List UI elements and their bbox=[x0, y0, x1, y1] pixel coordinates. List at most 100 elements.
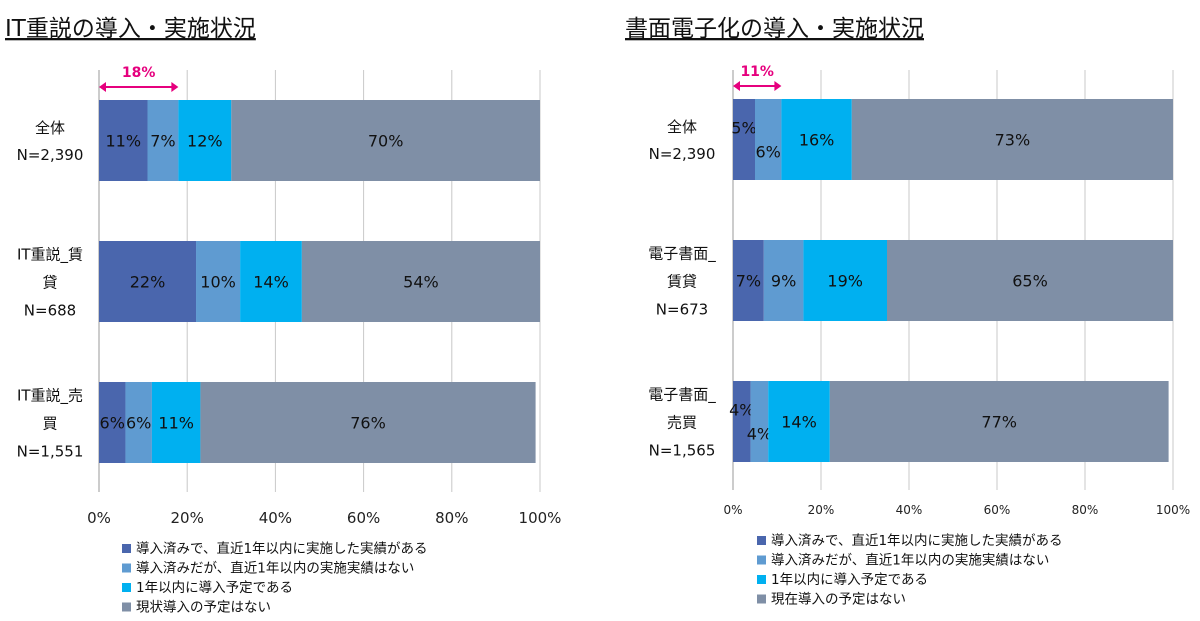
legend-label: 導入済みで、直近1年以内に実施した実績がある bbox=[136, 541, 428, 557]
x-tick-label: 40% bbox=[259, 509, 292, 527]
legend-swatch bbox=[122, 544, 131, 553]
bar-segment bbox=[763, 240, 804, 321]
x-tick-label: 40% bbox=[896, 503, 923, 517]
data-label: 14% bbox=[253, 273, 289, 292]
legend-label: 1年以内に導入予定である bbox=[771, 572, 928, 588]
x-tick-label: 60% bbox=[347, 509, 380, 527]
bar-segment bbox=[750, 381, 769, 462]
chart-title: 書面電子化の導入・実施状況 bbox=[625, 16, 924, 42]
bar-segment bbox=[829, 381, 1169, 462]
x-tick-label: 60% bbox=[984, 503, 1011, 517]
bar-segment bbox=[781, 99, 852, 180]
data-label: 54% bbox=[403, 273, 439, 292]
data-label: 11% bbox=[105, 132, 141, 151]
bar-segment bbox=[803, 240, 887, 321]
data-label: 4% bbox=[747, 425, 772, 444]
bar-segment bbox=[147, 100, 179, 181]
category-label: 電子書面_ bbox=[648, 386, 716, 405]
bar-segment bbox=[99, 100, 148, 181]
x-tick-label: 0% bbox=[87, 509, 111, 527]
legend-label: 1年以内に導入予定である bbox=[136, 580, 293, 596]
data-label: 6% bbox=[126, 414, 151, 433]
data-label: 5% bbox=[731, 119, 756, 138]
category-label: 貸 bbox=[42, 274, 57, 292]
data-label: 7% bbox=[736, 272, 761, 291]
chart-2: 書面電子化の導入・実施状況 0% 20% 40% 60% 80% 100% 5%6% 16% 73… bbox=[625, 16, 1190, 608]
data-label: 4% bbox=[729, 401, 754, 420]
bar-segment bbox=[99, 241, 197, 322]
legend-swatch bbox=[757, 575, 766, 584]
bar-segment bbox=[125, 382, 152, 463]
chart-title: IT重説の導入・実施状況 bbox=[5, 16, 256, 42]
x-tick-label: 20% bbox=[808, 503, 835, 517]
legend-swatch bbox=[757, 536, 766, 545]
category-label: 全体 bbox=[667, 118, 697, 136]
data-label: 19% bbox=[827, 272, 863, 291]
bar-segment bbox=[887, 240, 1173, 321]
legend-label: 現在導入の予定はない bbox=[771, 592, 906, 608]
legend-label: 現状導入の予定はない bbox=[136, 600, 271, 616]
x-tick-label: 20% bbox=[171, 509, 204, 527]
arrow-left-icon bbox=[733, 81, 740, 91]
annotation-label: 18% bbox=[122, 65, 156, 81]
arrow-right-icon bbox=[774, 81, 782, 91]
bar-segment bbox=[200, 382, 536, 463]
legend-label: 導入済みで、直近1年以内に実施した実績がある bbox=[771, 533, 1063, 549]
category-label: 売買 bbox=[667, 414, 697, 432]
legend-swatch bbox=[757, 594, 766, 604]
category-label: 全体 bbox=[35, 119, 65, 137]
arrow-left-icon bbox=[99, 82, 106, 92]
data-label: 12% bbox=[187, 132, 223, 151]
category-label: IT重説_賃 bbox=[17, 246, 83, 265]
bar-segment bbox=[231, 100, 541, 181]
category-label: N=2,390 bbox=[649, 145, 716, 163]
data-label: 14% bbox=[781, 413, 817, 432]
data-label: 22% bbox=[130, 273, 166, 292]
bar-segment bbox=[733, 240, 764, 321]
category-label: 電子書面_ bbox=[648, 245, 716, 264]
data-label: 6% bbox=[756, 143, 781, 162]
bar-segment bbox=[733, 99, 755, 180]
bar-segment bbox=[301, 241, 540, 322]
category-label: 買 bbox=[42, 415, 57, 433]
category-label: N=1,565 bbox=[649, 442, 716, 460]
category-label: N=688 bbox=[24, 302, 76, 320]
data-label: 70% bbox=[368, 132, 404, 151]
bar-segment bbox=[196, 241, 241, 322]
x-tick-label: 100% bbox=[519, 509, 562, 527]
legend-swatch bbox=[757, 555, 766, 565]
x-tick-label: 100% bbox=[1156, 503, 1190, 517]
data-label: 16% bbox=[799, 131, 835, 150]
category-label: N=1,551 bbox=[17, 443, 84, 461]
data-label: 77% bbox=[981, 413, 1017, 432]
bar-segment bbox=[755, 99, 782, 180]
legend-swatch bbox=[122, 602, 131, 612]
legend-label: 導入済みだが、直近1年以内の実施実績はない bbox=[136, 561, 414, 577]
arrow-right-icon bbox=[171, 82, 179, 92]
data-label: 65% bbox=[1012, 272, 1048, 291]
x-tick-label: 0% bbox=[723, 503, 742, 517]
category-label: IT重説_売 bbox=[17, 387, 83, 406]
category-label: N=2,390 bbox=[17, 146, 84, 164]
data-label: 11% bbox=[158, 414, 194, 433]
category-label: 賃貸 bbox=[667, 273, 697, 291]
x-tick-label: 80% bbox=[1072, 503, 1099, 517]
bar-segment bbox=[768, 381, 830, 462]
legend-label: 導入済みだが、直近1年以内の実施実績はない bbox=[771, 553, 1049, 569]
bar-segment bbox=[240, 241, 302, 322]
data-label: 7% bbox=[150, 132, 175, 151]
data-label: 10% bbox=[200, 273, 236, 292]
annotation-label: 11% bbox=[740, 64, 774, 80]
legend-swatch bbox=[122, 563, 131, 573]
data-label: 76% bbox=[350, 414, 386, 433]
x-tick-label: 80% bbox=[435, 509, 468, 527]
chart-1: IT重説の導入・実施状況 0% 20% 40% 60% 80% 100% 11% 7% 12% 70… bbox=[5, 16, 561, 616]
data-label: 73% bbox=[995, 131, 1031, 150]
bar-segment bbox=[99, 382, 126, 463]
bar-segment bbox=[151, 382, 201, 463]
data-label: 6% bbox=[100, 414, 125, 433]
bar-segment bbox=[851, 99, 1173, 180]
bar-segment bbox=[178, 100, 232, 181]
bar-segment bbox=[733, 381, 751, 462]
